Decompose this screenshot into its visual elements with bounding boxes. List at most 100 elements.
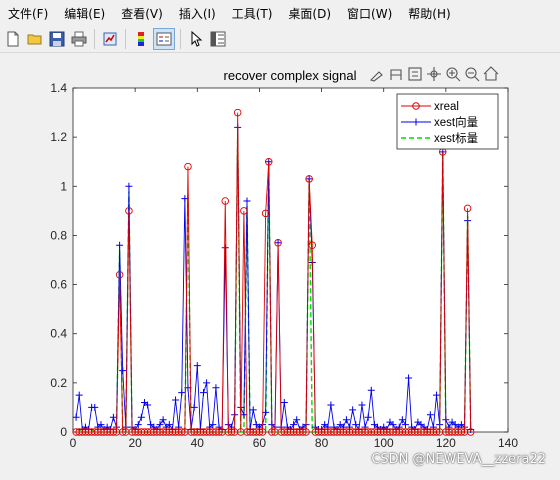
toolbar-separator <box>180 29 181 49</box>
brush-icon[interactable] <box>369 71 383 82</box>
xest-vector-marker <box>109 413 117 421</box>
menu-item[interactable]: 文件(F) <box>8 6 49 21</box>
menu-item[interactable]: 窗口(W) <box>347 6 393 21</box>
legend-label: xest标量 <box>434 132 478 145</box>
xreal-marker <box>466 428 475 436</box>
save-icon[interactable] <box>47 29 67 49</box>
legend-marker <box>412 102 420 110</box>
xreal-marker <box>177 428 186 436</box>
chart: 0 20 40 60 80 100 120 140 0 0.2 0.4 0.6 0.8 1 1.2 1.4 r… <box>50 66 518 450</box>
xest-vector-marker <box>134 421 142 429</box>
xest-vector-marker <box>144 401 152 409</box>
legend-icon[interactable] <box>153 28 175 50</box>
xreal-marker <box>109 428 118 436</box>
xreal-marker <box>268 428 276 436</box>
y-tick-label: 0.8 <box>50 228 67 242</box>
xreal-marker <box>221 197 229 205</box>
xest-vector-marker <box>346 423 354 431</box>
xest-vector-marker <box>190 403 198 411</box>
xest-vector-marker <box>327 401 335 409</box>
pan-icon[interactable] <box>427 67 441 81</box>
xreal-marker <box>118 428 127 436</box>
xreal-marker <box>274 239 282 247</box>
xest-vector-marker <box>290 421 298 429</box>
xest-vector-marker <box>293 416 301 424</box>
xest-vector-marker <box>165 421 173 429</box>
data-tips-icon[interactable] <box>390 69 402 80</box>
xest-vector-marker <box>445 423 453 431</box>
xest-vector-marker <box>125 182 133 190</box>
home-icon[interactable] <box>483 66 499 81</box>
x-tick-label: 80 <box>315 436 329 450</box>
menu-item[interactable]: 帮助(H) <box>408 6 451 21</box>
link-plot-icon[interactable] <box>100 29 120 49</box>
open-folder-icon[interactable] <box>25 29 45 49</box>
xreal-marker <box>299 428 307 436</box>
xest-vector-marker <box>324 423 332 431</box>
xest-vector-marker <box>389 421 397 429</box>
xest-vector-marker <box>209 421 217 429</box>
xest-vector-marker <box>262 408 270 416</box>
toolbar-separator <box>94 29 95 49</box>
x-tick-label: 0 <box>70 436 77 450</box>
xest-vector-marker <box>116 241 124 249</box>
legend-marker <box>412 118 420 126</box>
xreal-marker <box>457 428 466 436</box>
xreal-marker <box>463 204 472 213</box>
xest-vector-marker <box>159 416 167 424</box>
colorbar-icon[interactable] <box>131 29 151 49</box>
x-tick-label: 60 <box>253 436 267 450</box>
xest-vector-marker <box>193 362 201 370</box>
xest-vector-marker <box>200 389 207 397</box>
print-icon[interactable] <box>69 29 89 49</box>
xest-vector-marker <box>367 386 375 394</box>
new-file-icon[interactable] <box>3 29 23 49</box>
xest-vector-marker <box>249 406 257 414</box>
xest-vector-marker <box>137 413 145 421</box>
legend: xreal xest向量 xest标量 <box>396 93 499 150</box>
xreal-marker <box>233 108 242 117</box>
xest-vector-marker <box>433 391 441 399</box>
xest-vector-marker <box>97 421 105 429</box>
figure-toolbar <box>0 26 560 53</box>
pointer-icon[interactable] <box>186 29 206 49</box>
menu-item[interactable]: 工具(T) <box>231 6 273 21</box>
xreal-marker <box>125 207 133 215</box>
xest-vector-marker <box>398 416 406 424</box>
xest-vector-marker <box>395 423 403 431</box>
x-tick-label: 140 <box>498 436 518 450</box>
zoom-in-icon[interactable] <box>446 67 461 82</box>
xest-vector-marker <box>72 413 80 421</box>
menu-item[interactable]: 桌面(D) <box>288 6 332 21</box>
xreal-marker <box>305 175 313 183</box>
xest-vector-marker <box>175 423 183 431</box>
xest-vector-marker <box>405 374 413 382</box>
menu-bar: 文件(F) 编辑(E) 查看(V) 插入(I) 工具(T) 桌面(D) 窗口(W) 帮助(H) <box>0 0 560 26</box>
xreal-marker <box>302 428 310 436</box>
xest-vector-marker <box>240 411 248 419</box>
property-inspector-icon[interactable] <box>208 29 228 49</box>
xest-vector-marker <box>203 379 211 387</box>
menu-item[interactable]: 插入(I) <box>178 6 216 21</box>
menu-item[interactable]: 查看(V) <box>121 6 163 21</box>
menu-item[interactable]: 编辑(E) <box>64 6 106 21</box>
xest-vector-marker <box>91 403 99 411</box>
xest-vector-marker <box>172 396 180 404</box>
y-tick-label: 0.6 <box>50 278 67 292</box>
xest-vector-marker <box>401 421 409 429</box>
xreal-marker <box>265 157 273 166</box>
legend-label: xreal <box>434 101 459 113</box>
xest-vector-marker <box>364 413 372 421</box>
xreal-marker <box>258 428 267 436</box>
rotate-icon[interactable] <box>408 67 422 81</box>
x-tick-label: 20 <box>128 436 142 450</box>
x-tick-label: 40 <box>191 436 205 450</box>
xest-vector-marker <box>352 421 360 429</box>
xreal-marker <box>261 209 270 218</box>
toolbar-separator <box>125 29 126 49</box>
y-tick-label: 1.4 <box>50 81 67 95</box>
xest-vector-marker <box>361 423 369 431</box>
zoom-out-icon[interactable] <box>465 67 480 82</box>
figure-canvas: 0 20 40 60 80 100 120 140 0 0.2 0.4 0.6 0.8 1 1.2 1.4 r… <box>0 54 560 475</box>
y-tick-label: 0 <box>60 425 67 439</box>
